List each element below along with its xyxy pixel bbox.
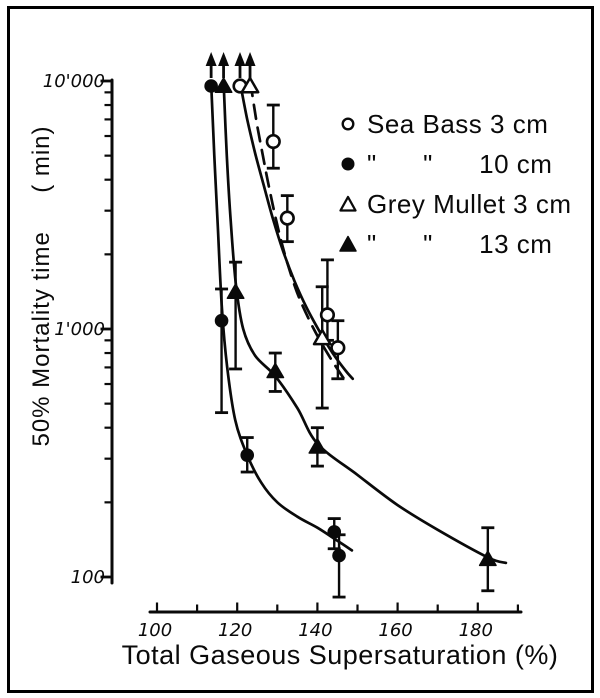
open-triangle-icon xyxy=(335,194,361,214)
point-sea-bass-3cm xyxy=(279,210,295,226)
legend-item-grey-mullet-13cm: " " 13 cm xyxy=(335,224,572,264)
y-tick-label: 1'000 xyxy=(54,319,105,340)
curve-grey-mullet-3cm xyxy=(249,80,349,385)
legend-item-sea-bass-10cm: " " 10 cm xyxy=(335,144,572,184)
point-sea-bass-3cm xyxy=(330,340,346,356)
censored-arrow-head-sea-bass-10cm xyxy=(205,52,217,66)
legend-label: " " 10 cm xyxy=(367,148,553,179)
x-axis-title: Total Gaseous Supersaturation (%) xyxy=(121,640,559,670)
legend-item-sea-bass-3cm: Sea Bass 3 cm xyxy=(335,104,572,144)
censored-point-grey-mullet-3cm xyxy=(240,76,260,94)
curve-grey-mullet-13cm xyxy=(222,80,508,565)
censored-arrow-head-grey-mullet-3cm xyxy=(244,52,256,66)
point-sea-bass-10cm xyxy=(240,448,255,462)
filled-circle-icon xyxy=(335,154,361,174)
legend-label: Sea Bass 3 cm xyxy=(367,108,549,139)
filled-triangle-icon xyxy=(335,234,361,254)
point-grey-mullet-13cm xyxy=(226,283,245,299)
legend-label: " " 13 cm xyxy=(367,228,553,259)
censored-point-grey-mullet-13cm xyxy=(214,77,233,93)
point-sea-bass-3cm xyxy=(265,133,281,150)
y-axis-title: 50% Mortality time ( min) xyxy=(28,125,55,447)
y-tick-label: 100 xyxy=(71,567,105,588)
legend-item-grey-mullet-3cm: Grey Mullet 3 cm xyxy=(335,184,572,224)
x-tick-label: 100 xyxy=(138,620,172,641)
legend: Sea Bass 3 cm " " 10 cm Grey Mullet 3 cm… xyxy=(335,104,572,264)
x-tick-label: 140 xyxy=(298,620,332,641)
open-circle-icon xyxy=(335,114,361,134)
censored-point-sea-bass-10cm xyxy=(204,79,218,93)
x-tick-label: 160 xyxy=(378,620,412,641)
point-sea-bass-10cm xyxy=(327,525,342,539)
legend-label: Grey Mullet 3 cm xyxy=(367,188,572,219)
point-sea-bass-3cm xyxy=(319,307,336,323)
censored-arrow-head-sea-bass-3cm xyxy=(234,52,246,66)
point-grey-mullet-3cm xyxy=(312,328,332,346)
point-grey-mullet-13cm xyxy=(308,438,327,454)
censored-arrow-head-grey-mullet-13cm xyxy=(218,52,230,66)
x-tick-label: 120 xyxy=(218,620,252,641)
point-sea-bass-10cm xyxy=(332,548,346,563)
point-grey-mullet-13cm xyxy=(478,550,497,567)
point-sea-bass-10cm xyxy=(214,313,229,328)
x-tick-label: 180 xyxy=(459,620,493,641)
figure-frame xyxy=(7,6,594,693)
y-tick-label: 10'000 xyxy=(43,71,105,92)
point-grey-mullet-13cm xyxy=(266,362,285,379)
